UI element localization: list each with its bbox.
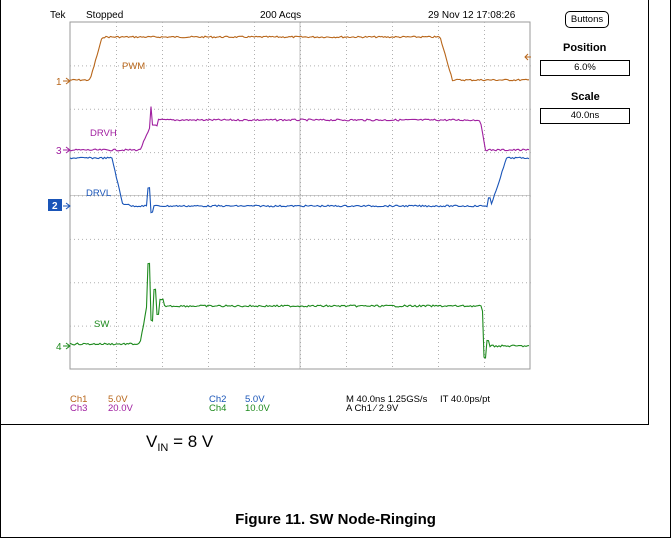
input-voltage-annotation: VIN = 8 V: [146, 432, 214, 454]
ch2-ground-marker: 2: [48, 199, 71, 212]
svg-text:2: 2: [52, 201, 58, 212]
figure-caption: Figure 11. SW Node-Ringing: [235, 511, 436, 528]
ch4-status-scale: 10.0V: [245, 403, 270, 414]
scale-label: Scale: [571, 91, 600, 103]
date-time: 29 Nov 12 17:08:26: [428, 10, 516, 21]
timebase-readout: M 40.0ns 1.25GS/s: [346, 394, 428, 405]
position-value[interactable]: 6.0%: [540, 60, 630, 76]
ch1-status-label: Ch1: [70, 394, 88, 405]
pwm-waveform: [69, 35, 529, 82]
sw-waveform: [69, 262, 530, 359]
svg-text:3: 3: [56, 146, 62, 157]
waveform-display: 1 3 2 4 PWM DRVH DRVL SW: [48, 21, 531, 370]
sw-trace-label: SW: [94, 319, 109, 330]
svg-text:4: 4: [56, 342, 62, 353]
ch4-ground-marker: 4: [56, 342, 71, 353]
ch1-status-scale: 5.0V: [108, 394, 128, 405]
drvh-waveform: [69, 106, 530, 152]
trigger-level-marker: [524, 53, 531, 61]
position-label: Position: [563, 42, 607, 54]
ch4-status-label: Ch4: [209, 403, 227, 414]
ch2-status-scale: 5.0V: [245, 394, 265, 405]
pwm-trace-label: PWM: [122, 61, 145, 72]
drvl-waveform: [69, 156, 530, 214]
ch3-ground-marker: 3: [56, 146, 71, 157]
waveform-traces: [69, 35, 530, 359]
ch1-ground-marker: 1: [56, 77, 71, 88]
ch3-status-scale: 20.0V: [108, 403, 133, 414]
ch2-status-label: Ch2: [209, 394, 227, 405]
trigger-readout: A Ch1 ∕ 2.9V: [346, 403, 399, 414]
record-resolution-readout: IT 40.0ps/pt: [440, 394, 490, 405]
scale-value[interactable]: 40.0ns: [540, 108, 630, 124]
drvh-trace-label: DRVH: [90, 128, 117, 139]
scope-image-border: [648, 0, 649, 425]
buttons-menu-button[interactable]: Buttons: [565, 11, 609, 28]
oscilloscope-screenshot: Tek Stopped 200 Acqs 29 Nov 12 17:08:26 …: [0, 0, 649, 425]
svg-text:1: 1: [56, 77, 62, 88]
scope-image-bottom-border: [0, 424, 649, 425]
acquisition-state: Stopped: [86, 10, 124, 21]
ch3-status-label: Ch3: [70, 403, 88, 414]
drvl-trace-label: DRVL: [86, 188, 111, 199]
brand-label: Tek: [50, 10, 66, 21]
acquisition-count: 200 Acqs: [260, 10, 302, 21]
